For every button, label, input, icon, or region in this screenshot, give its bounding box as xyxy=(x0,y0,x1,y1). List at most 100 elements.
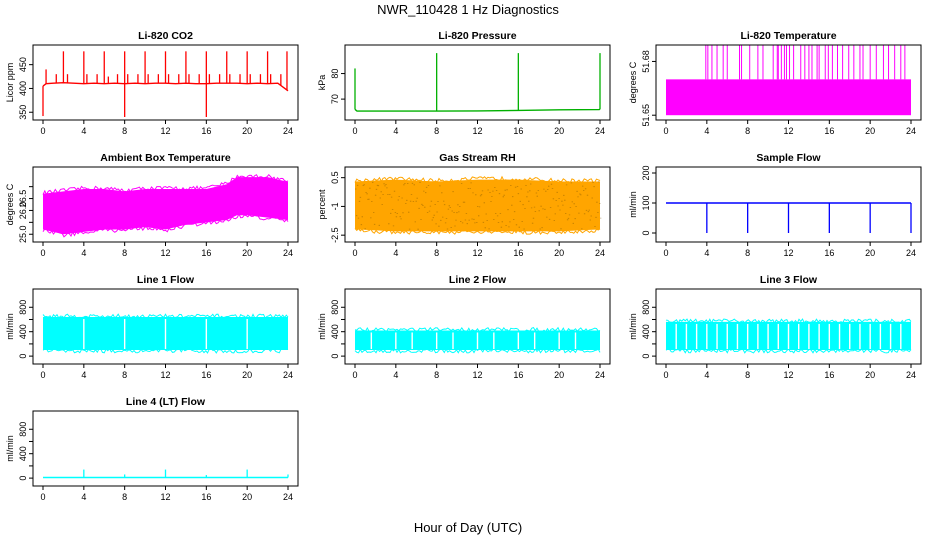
figure-xlabel: Hour of Day (UTC) xyxy=(414,520,522,535)
y-tick-label: 800 xyxy=(330,300,340,315)
x-tick-label: 0 xyxy=(40,492,45,502)
x-tick-label: 4 xyxy=(393,126,398,136)
x-tick-label: 20 xyxy=(865,370,875,380)
y-tick-label: 400 xyxy=(641,324,651,339)
x-tick-label: 8 xyxy=(122,370,127,380)
panel-title: Gas Stream RH xyxy=(439,152,515,164)
x-tick-label: 0 xyxy=(40,370,45,380)
panel-data xyxy=(42,313,289,354)
y-tick-label: 800 xyxy=(641,300,651,315)
x-tick-label: 24 xyxy=(283,126,293,136)
panel-title: Line 4 (LT) Flow xyxy=(126,396,206,408)
data-series-line xyxy=(354,108,601,112)
x-tick-label: 4 xyxy=(704,248,709,258)
y-tick-label: 0 xyxy=(641,230,651,235)
x-tick-label: 20 xyxy=(242,126,252,136)
panel-data xyxy=(42,51,289,117)
y-axis-label: ml/min xyxy=(5,435,15,462)
x-tick-label: 24 xyxy=(906,370,916,380)
y-tick-label: 0 xyxy=(641,354,651,359)
panel-data xyxy=(354,326,601,354)
data-band-lower-edge xyxy=(354,347,601,354)
x-tick-label: 0 xyxy=(40,126,45,136)
x-tick-label: 12 xyxy=(472,248,482,258)
x-tick-label: 24 xyxy=(283,248,293,258)
x-tick-label: 0 xyxy=(352,126,357,136)
x-tick-label: 8 xyxy=(745,370,750,380)
y-tick-label: 80 xyxy=(330,69,340,79)
panel-6: Sample Flow 0 4 8 12 16 20 24 0 100 200 ml/min xyxy=(628,152,922,258)
y-tick-label: 800 xyxy=(18,422,28,437)
x-tick-label: 24 xyxy=(906,126,916,136)
panel-data xyxy=(42,173,289,238)
data-band xyxy=(43,177,288,235)
figure-title: NWR_110428 1 Hz Diagnostics xyxy=(377,2,559,17)
x-tick-label: 8 xyxy=(122,248,127,258)
y-tick-label: 26.0 xyxy=(18,202,28,220)
x-tick-label: 0 xyxy=(663,370,668,380)
y-axis-label: kPa xyxy=(317,75,327,91)
x-tick-label: 24 xyxy=(283,492,293,502)
y-tick-label: 26.5 xyxy=(18,190,28,208)
y-tick-label: 200 xyxy=(641,165,651,180)
x-tick-label: 16 xyxy=(201,248,211,258)
data-band-lower-edge xyxy=(354,227,601,235)
data-band-upper-edge xyxy=(354,175,601,184)
x-tick-label: 24 xyxy=(595,370,605,380)
x-tick-label: 16 xyxy=(201,370,211,380)
y-tick-label: 400 xyxy=(18,446,28,461)
panel-data xyxy=(666,202,912,233)
x-tick-label: 12 xyxy=(783,126,793,136)
x-tick-label: 8 xyxy=(434,370,439,380)
x-tick-label: 4 xyxy=(393,248,398,258)
x-tick-label: 4 xyxy=(393,370,398,380)
panel-title: Line 1 Flow xyxy=(137,274,195,286)
x-tick-label: 12 xyxy=(472,370,482,380)
panel-data xyxy=(354,53,601,112)
y-axis-label: ml/min xyxy=(317,313,327,340)
panel-data xyxy=(665,318,912,354)
y-axis-label: degrees C xyxy=(628,61,638,103)
panel-title: Li-820 Pressure xyxy=(438,30,516,42)
x-tick-label: 20 xyxy=(865,248,875,258)
x-tick-label: 0 xyxy=(40,248,45,258)
x-tick-label: 16 xyxy=(201,126,211,136)
panel-title: Ambient Box Temperature xyxy=(100,152,231,164)
data-band xyxy=(355,179,600,232)
y-tick-label: -2.5 xyxy=(330,227,340,243)
x-tick-label: 20 xyxy=(554,126,564,136)
y-tick-label: 0 xyxy=(330,354,340,359)
x-tick-label: 4 xyxy=(704,126,709,136)
x-tick-label: 12 xyxy=(160,126,170,136)
x-tick-label: 16 xyxy=(824,370,834,380)
y-axis-label: ml/min xyxy=(628,313,638,340)
x-tick-label: 0 xyxy=(663,126,668,136)
y-tick-label: 51.65 xyxy=(641,104,651,127)
y-axis-label: percent xyxy=(317,189,327,220)
x-tick-label: 4 xyxy=(704,370,709,380)
data-band-upper-edge xyxy=(665,318,912,325)
x-tick-label: 20 xyxy=(554,370,564,380)
x-tick-label: 8 xyxy=(434,126,439,136)
data-band-upper-edge xyxy=(354,326,601,333)
x-tick-label: 4 xyxy=(81,126,86,136)
data-fill xyxy=(666,79,911,116)
y-axis-label: ml/min xyxy=(5,313,15,340)
y-axis-label: Licor ppm xyxy=(5,63,15,103)
x-tick-label: 8 xyxy=(745,248,750,258)
x-tick-label: 24 xyxy=(595,126,605,136)
x-tick-label: 16 xyxy=(513,126,523,136)
y-tick-label: 100 xyxy=(641,195,651,210)
data-band-upper-edge xyxy=(42,173,289,196)
x-tick-label: 0 xyxy=(352,370,357,380)
x-tick-label: 12 xyxy=(783,370,793,380)
y-axis-label: degrees C xyxy=(5,183,15,225)
